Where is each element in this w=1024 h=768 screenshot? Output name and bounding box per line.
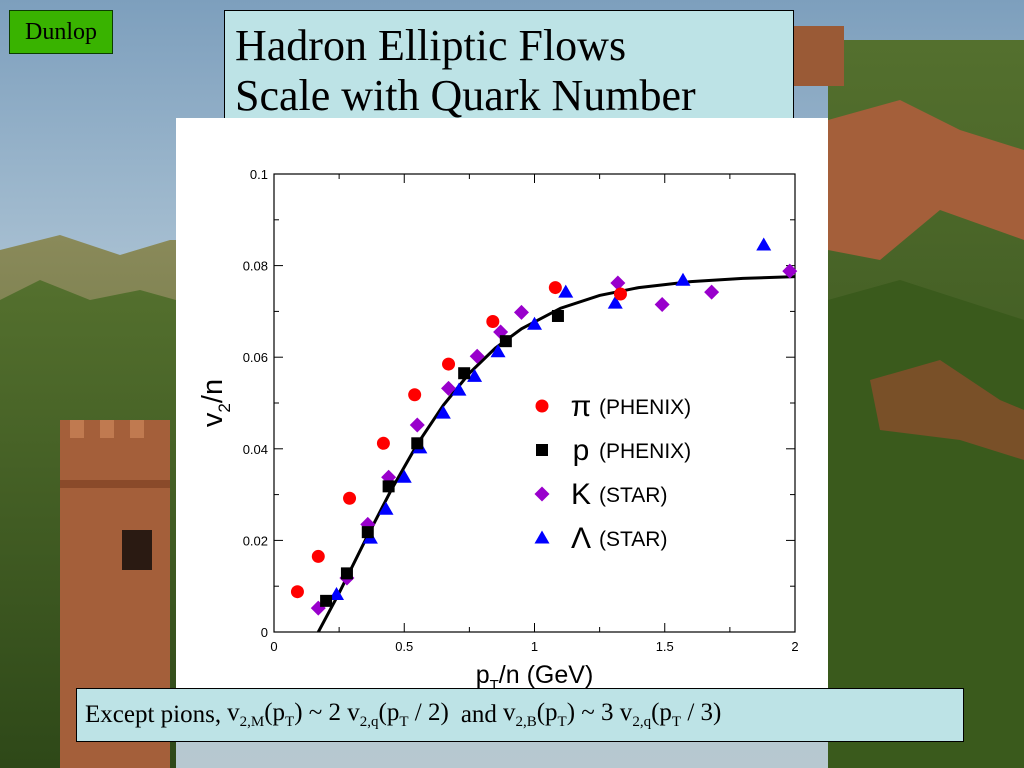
circle-data-point [408, 388, 422, 402]
legend-experiment: (STAR) [599, 528, 667, 551]
caption-prefix: Except pions, [85, 701, 222, 728]
diamond-data-point [469, 348, 485, 364]
scatter-chart: 0 0.5 1 1.5 2 0 0.02 0.04 0.06 0.08 0.1 pT/n (GeV) v… [197, 167, 799, 693]
formula-meson: v2,M(pT) ~ 2 v2,q(pT / 2) [227, 699, 449, 730]
y-axis-label: v2/n [197, 379, 234, 427]
diamond-data-point [610, 275, 626, 291]
square-data-point [340, 567, 353, 580]
triangle-data-point [490, 344, 506, 358]
triangle-data-point [607, 295, 623, 309]
y-tick-label: 0.04 [243, 442, 268, 457]
diamond-data-point [654, 297, 670, 313]
y-tick-label: 0.08 [243, 259, 268, 274]
y-tick-label: 0.1 [250, 167, 268, 182]
legend-symbol: Λ [571, 522, 591, 555]
title-line-1: Hadron Elliptic Flows [235, 21, 627, 70]
triangle-data-point [467, 368, 483, 382]
legend-symbol: p [573, 434, 590, 467]
square-data-point [382, 480, 395, 493]
circle-data-point [343, 491, 357, 505]
diamond-data-point [782, 263, 798, 279]
triangle-data-point [756, 237, 772, 251]
author-tag: Dunlop [9, 10, 113, 54]
circle-data-point [376, 436, 390, 450]
square-data-point [361, 526, 374, 539]
triangle-data-point [558, 284, 574, 298]
diamond-data-point [441, 380, 457, 396]
legend-marker-square [536, 444, 548, 456]
legend-symbol: K [571, 478, 591, 511]
legend-marker-triangle [534, 530, 550, 544]
triangle-data-point [675, 272, 691, 286]
plot-frame [273, 173, 796, 633]
triangle-data-point [329, 586, 345, 600]
x-tick-label: 1.5 [656, 639, 674, 654]
square-data-point [499, 335, 512, 348]
y-tick-label: 0.06 [243, 350, 268, 365]
x-tick-label: 0 [270, 639, 277, 654]
x-tick-label: 1 [531, 639, 538, 654]
x-tick-label: 0.5 [395, 639, 413, 654]
x-axis-label: pT/n (GeV) [476, 661, 594, 693]
chart-panel [176, 118, 828, 693]
diamond-data-point [493, 324, 509, 340]
y-tick-label: 0.02 [243, 533, 268, 548]
formula-baryon: v2,B(pT) ~ 3 v2,q(pT / 3) [502, 699, 722, 730]
triangle-data-point [527, 316, 542, 330]
square-data-point [458, 367, 471, 380]
legend-marker-diamond [534, 486, 550, 502]
caption-conjunction: and [460, 701, 497, 728]
diamond-data-point [513, 304, 529, 320]
triangle-data-point [451, 382, 467, 396]
legend-experiment: (PHENIX) [599, 396, 691, 419]
legend-experiment: (STAR) [599, 484, 667, 507]
square-data-point [320, 594, 333, 607]
diamond-data-point [409, 417, 425, 433]
fit-curve [316, 275, 795, 632]
circle-data-point [442, 357, 456, 371]
y-tick-label: 0 [261, 625, 268, 640]
x-tick-label: 2 [791, 639, 798, 654]
circle-data-point [486, 314, 500, 328]
triangle-data-point [435, 405, 451, 419]
diamond-data-point [704, 284, 720, 300]
circle-data-point [548, 281, 562, 295]
legend-experiment: (PHENIX) [599, 440, 691, 463]
circle-data-point [290, 585, 304, 599]
triangle-data-point [378, 501, 394, 515]
circle-data-point [613, 287, 627, 301]
square-data-point [411, 437, 424, 450]
triangle-data-point [396, 469, 412, 483]
caption-box: Except pions, v2,M(pT) ~ 2 v2,q(pT / 2) … [76, 688, 964, 742]
circle-data-point [311, 549, 325, 563]
legend-symbol: π [571, 390, 592, 423]
diamond-data-point [310, 600, 326, 616]
square-data-point [551, 309, 564, 322]
legend-marker-circle [535, 399, 549, 413]
title-line-2: Scale with Quark Number [235, 71, 696, 120]
